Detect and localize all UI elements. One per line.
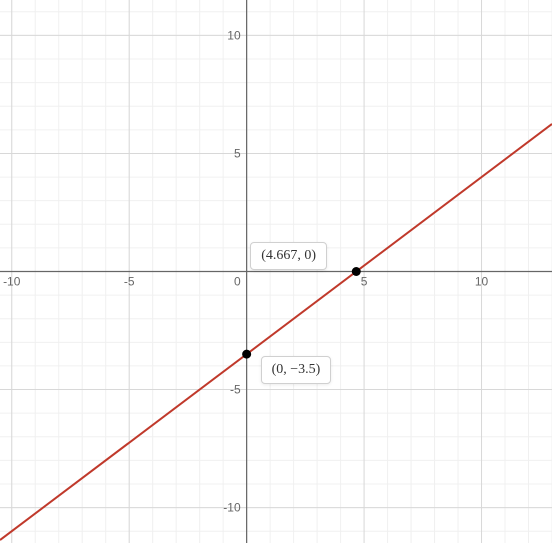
y-tick-label: -10 [223,501,241,515]
coordinate-plane-chart: -10 -5 5 10 -10 -5 5 10 0 (4.667, 0) (0, −3.5) [0,0,552,543]
point-tooltip: (0, −3.5) [261,356,332,384]
origin-label: 0 [234,275,241,289]
chart-svg: -10 -5 5 10 -10 -5 5 10 0 [0,0,552,543]
point-tooltip: (4.667, 0) [250,242,327,270]
x-tick-label: -5 [124,275,135,289]
x-tick-label: 10 [475,275,489,289]
y-tick-label: 5 [234,146,241,160]
plot-point [242,350,251,359]
y-tick-label: -5 [230,383,241,397]
plot-point [352,267,361,276]
x-tick-label: 5 [361,275,368,289]
x-tick-label: -10 [3,275,21,289]
plot-line [0,124,552,540]
y-tick-label: 10 [227,28,241,42]
